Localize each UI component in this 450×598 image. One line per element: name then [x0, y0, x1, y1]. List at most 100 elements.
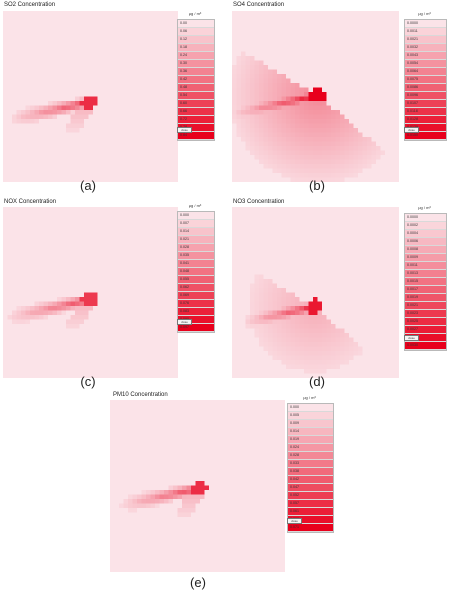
concentration-cell: [75, 123, 80, 128]
concentration-cell: [335, 164, 340, 169]
concentration-map[interactable]: [3, 207, 178, 378]
concentration-cell: [259, 119, 264, 124]
concentration-cell: [268, 342, 273, 347]
concentration-cell: [268, 159, 273, 164]
concentration-cell: [268, 78, 273, 83]
concentration-cell: [272, 74, 277, 79]
concentration-cell: [259, 74, 264, 79]
concentration-cell: [308, 360, 313, 365]
concentration-cell: [241, 74, 246, 79]
concentration-map[interactable]: [110, 400, 285, 572]
concentration-cell: [277, 146, 282, 151]
legend-close-button[interactable]: close: [177, 319, 192, 325]
legend-row: 0.014: [178, 228, 214, 236]
concentration-cell: [335, 119, 340, 124]
concentration-cell: [340, 123, 345, 128]
concentration-cell: [308, 101, 313, 106]
legend-value: 0.0004: [407, 231, 418, 235]
concentration-cell: [313, 96, 318, 101]
concentration-cell: [70, 128, 75, 133]
concentration-cell: [290, 292, 295, 297]
concentration-cell: [48, 310, 53, 315]
concentration-cell: [277, 288, 282, 293]
concentration-cell: [268, 310, 273, 315]
concentration-cell: [308, 315, 313, 320]
concentration-map[interactable]: [232, 11, 399, 182]
concentration-cell: [322, 360, 327, 365]
legend-row: 0.061: [288, 508, 333, 516]
panel-caption: (a): [80, 178, 96, 193]
concentration-map[interactable]: [232, 207, 399, 378]
concentration-cell: [195, 481, 200, 486]
concentration-cell: [259, 69, 264, 74]
concentration-cell: [331, 132, 336, 137]
concentration-cell: [313, 346, 318, 351]
concentration-cell: [66, 101, 71, 106]
concentration-cell: [304, 150, 309, 155]
concentration-cell: [52, 110, 57, 115]
concentration-cell: [358, 164, 363, 169]
legend-value: 0.0011: [407, 29, 418, 33]
concentration-cell: [295, 168, 300, 173]
concentration-cell: [295, 337, 300, 342]
concentration-cell: [48, 101, 53, 106]
concentration-cell: [155, 503, 160, 508]
concentration-cell: [353, 159, 358, 164]
concentration-cell: [335, 177, 340, 182]
concentration-cell: [353, 164, 358, 169]
legend-row: 0.097: [178, 324, 214, 332]
concentration-cell: [335, 355, 340, 360]
concentration-cell: [250, 69, 255, 74]
legend-close-button[interactable]: close: [404, 127, 419, 133]
concentration-cell: [349, 128, 354, 133]
concentration-cell: [84, 292, 89, 297]
panel-title: NOX Concentration: [4, 199, 57, 205]
concentration-cell: [250, 78, 255, 83]
legend-value: 0.062: [180, 285, 189, 289]
concentration-cell: [79, 306, 84, 311]
concentration-cell: [254, 105, 259, 110]
concentration-cell: [272, 306, 277, 311]
concentration-cell: [150, 490, 155, 495]
concentration-cell: [349, 355, 354, 360]
concentration-cell: [304, 324, 309, 329]
concentration-cell: [277, 110, 282, 115]
concentration-cell: [290, 342, 295, 347]
concentration-cell: [317, 346, 322, 351]
concentration-cell: [331, 159, 336, 164]
concentration-cell: [304, 369, 309, 374]
concentration-cell: [93, 301, 98, 306]
concentration-map[interactable]: [3, 11, 178, 182]
concentration-cell: [245, 137, 250, 142]
concentration-cell: [245, 78, 250, 83]
concentration-cell: [299, 315, 304, 320]
concentration-cell: [308, 155, 313, 160]
plume-heatmap: [7, 292, 98, 329]
legend-close-button[interactable]: close: [287, 518, 302, 524]
concentration-cell: [241, 132, 246, 137]
concentration-cell: [191, 485, 196, 490]
concentration-cell: [353, 141, 358, 146]
concentration-cell: [322, 123, 327, 128]
concentration-cell: [313, 351, 318, 356]
legend-close-button[interactable]: close: [177, 127, 192, 133]
concentration-cell: [241, 92, 246, 97]
concentration-cell: [286, 173, 291, 178]
concentration-cell: [263, 306, 268, 311]
concentration-cell: [195, 485, 200, 490]
concentration-cell: [304, 360, 309, 365]
concentration-cell: [272, 141, 277, 146]
legend-value: 0.24: [180, 53, 187, 57]
concentration-cell: [344, 137, 349, 142]
concentration-cell: [308, 128, 313, 133]
concentration-cell: [155, 499, 160, 504]
legend-close-button[interactable]: close: [404, 335, 419, 341]
concentration-cell: [263, 342, 268, 347]
concentration-cell: [344, 141, 349, 146]
concentration-cell: [254, 315, 259, 320]
concentration-cell: [304, 92, 309, 97]
concentration-cell: [322, 173, 327, 178]
concentration-cell: [30, 110, 35, 115]
concentration-cell: [331, 155, 336, 160]
concentration-cell: [268, 119, 273, 124]
